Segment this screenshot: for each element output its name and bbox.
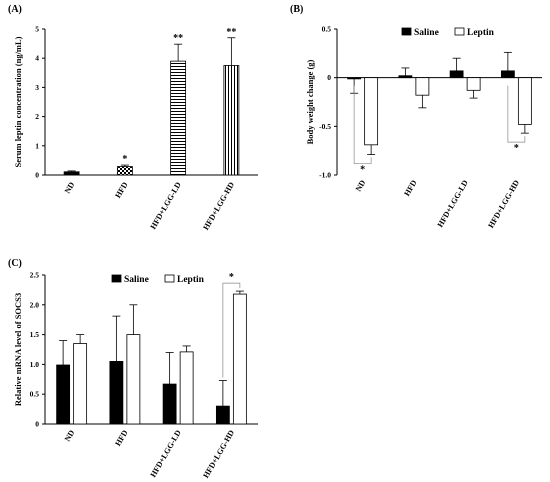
category-label-hfd: HFD bbox=[113, 428, 129, 447]
significance-label-hfd-lgg-hd: ** bbox=[226, 27, 236, 38]
chart-body-weight-change: -1.0 -0.5 0 0.5 Body weight change (g) ND HFD H… bbox=[305, 25, 542, 230]
bar-saline-nd bbox=[56, 364, 71, 425]
bar-value-nd bbox=[63, 171, 80, 176]
bar-saline-hfd-lgg-ld bbox=[162, 383, 177, 425]
bar-value-hfd-lgg-ld bbox=[170, 60, 187, 176]
y-axis-title: Relative mRNA level of SOCS3 bbox=[13, 293, 23, 406]
y-tick-label-1: 1 bbox=[35, 141, 39, 150]
y-axis-title: Body weight change (g) bbox=[305, 59, 315, 144]
significance-label-hfd: * bbox=[122, 154, 127, 165]
bar-value-hfd-lgg-hd bbox=[223, 65, 240, 176]
category-label-hfd-lgg-ld: HFD+LGG-LD bbox=[149, 428, 183, 479]
legend-swatch-saline bbox=[401, 27, 412, 36]
category-label-nd: ND bbox=[63, 180, 77, 195]
bar-leptin-hfd-lgg-hd bbox=[232, 293, 247, 425]
panel-label-a: (A) bbox=[8, 4, 22, 15]
bar-saline-hfd-lgg-ld bbox=[449, 70, 464, 79]
significance-label-hfd-lgg-hd: * bbox=[229, 272, 234, 283]
legend-label-saline: Saline bbox=[414, 28, 439, 38]
y-tick-label-1-0: -1.0 bbox=[319, 171, 331, 180]
legend-swatch-leptin bbox=[164, 274, 175, 283]
panel-label-b: (B) bbox=[290, 4, 303, 15]
category-label-nd: ND bbox=[63, 428, 77, 443]
y-tick-label-0: 0 bbox=[327, 73, 331, 82]
bar-leptin-hfd bbox=[415, 77, 430, 96]
category-label-nd: ND bbox=[354, 178, 368, 193]
category-label-hfd: HFD bbox=[402, 178, 418, 197]
y-tick-label-1-5: 1.5 bbox=[30, 330, 40, 339]
bar-leptin-hfd bbox=[126, 334, 141, 425]
bar-saline-hfd bbox=[109, 361, 124, 425]
y-tick-label-0-5: -0.5 bbox=[319, 122, 331, 131]
bar-leptin-nd bbox=[73, 343, 88, 425]
y-tick-label-2-5: 2.5 bbox=[30, 271, 40, 280]
significance-label-hfd-lgg-ld: ** bbox=[173, 33, 183, 44]
category-label-hfd: HFD bbox=[113, 180, 129, 199]
y-tick-label-4: 4 bbox=[35, 54, 39, 63]
chart-serum-leptin: 0 1 2 3 4 5 Serum leptin concentration (ng/mL)… bbox=[13, 25, 258, 232]
significance-label-nd: * bbox=[360, 165, 365, 176]
legend-label-leptin: Leptin bbox=[177, 275, 205, 285]
bar-leptin-hfd-lgg-ld bbox=[179, 351, 194, 425]
bar-leptin-hfd-lgg-ld bbox=[466, 77, 481, 91]
y-tick-label-0-5: 0.5 bbox=[30, 390, 40, 399]
bar-saline-hfd-lgg-hd bbox=[215, 405, 230, 425]
legend-label-leptin: Leptin bbox=[467, 28, 495, 38]
chart-socs3-mrna: 0 0.5 1.0 1.5 2.0 2.5 Relative mRNA level of S… bbox=[13, 271, 258, 480]
significance-bracket-hfd-lgg-hd bbox=[222, 282, 241, 378]
significance-label-hfd-lgg-hd: * bbox=[514, 143, 519, 154]
category-label-hfd-lgg-ld: HFD+LGG-LD bbox=[149, 180, 183, 231]
y-tick-label-2: 2 bbox=[35, 112, 39, 121]
bar-saline-hfd bbox=[398, 75, 413, 79]
category-label-hfd-lgg-hd: HFD+LGG-HD bbox=[486, 178, 521, 229]
legend-label-saline: Saline bbox=[124, 275, 149, 285]
y-axis-title: Serum leptin concentration (ng/mL) bbox=[13, 36, 23, 167]
y-tick-label-5: 5 bbox=[35, 25, 39, 34]
significance-bracket-hfd-lgg-hd bbox=[507, 85, 526, 143]
panel-label-c: (C) bbox=[8, 258, 22, 269]
y-tick-label-0: 0 bbox=[35, 420, 39, 429]
category-label-hfd-lgg-hd: HFD+LGG-HD bbox=[201, 180, 236, 231]
y-tick-label-2-0: 2.0 bbox=[30, 300, 40, 309]
bar-value-hfd bbox=[116, 166, 133, 176]
bar-leptin-hfd-lgg-hd bbox=[517, 77, 532, 125]
bar-leptin-nd bbox=[364, 77, 379, 146]
legend-swatch-leptin bbox=[454, 27, 465, 36]
significance-bracket-nd bbox=[353, 85, 372, 164]
category-label-hfd-lgg-ld: HFD+LGG-LD bbox=[436, 178, 470, 229]
y-tick-label-0: 0 bbox=[35, 171, 39, 180]
bar-saline-hfd-lgg-hd bbox=[500, 70, 515, 79]
y-tick-label-3: 3 bbox=[35, 83, 39, 92]
legend-swatch-saline bbox=[111, 274, 122, 283]
category-label-hfd-lgg-hd: HFD+LGG-HD bbox=[201, 428, 236, 479]
y-tick-label-0-5: 0.5 bbox=[322, 25, 332, 34]
y-tick-label-1-0: 1.0 bbox=[30, 360, 40, 369]
